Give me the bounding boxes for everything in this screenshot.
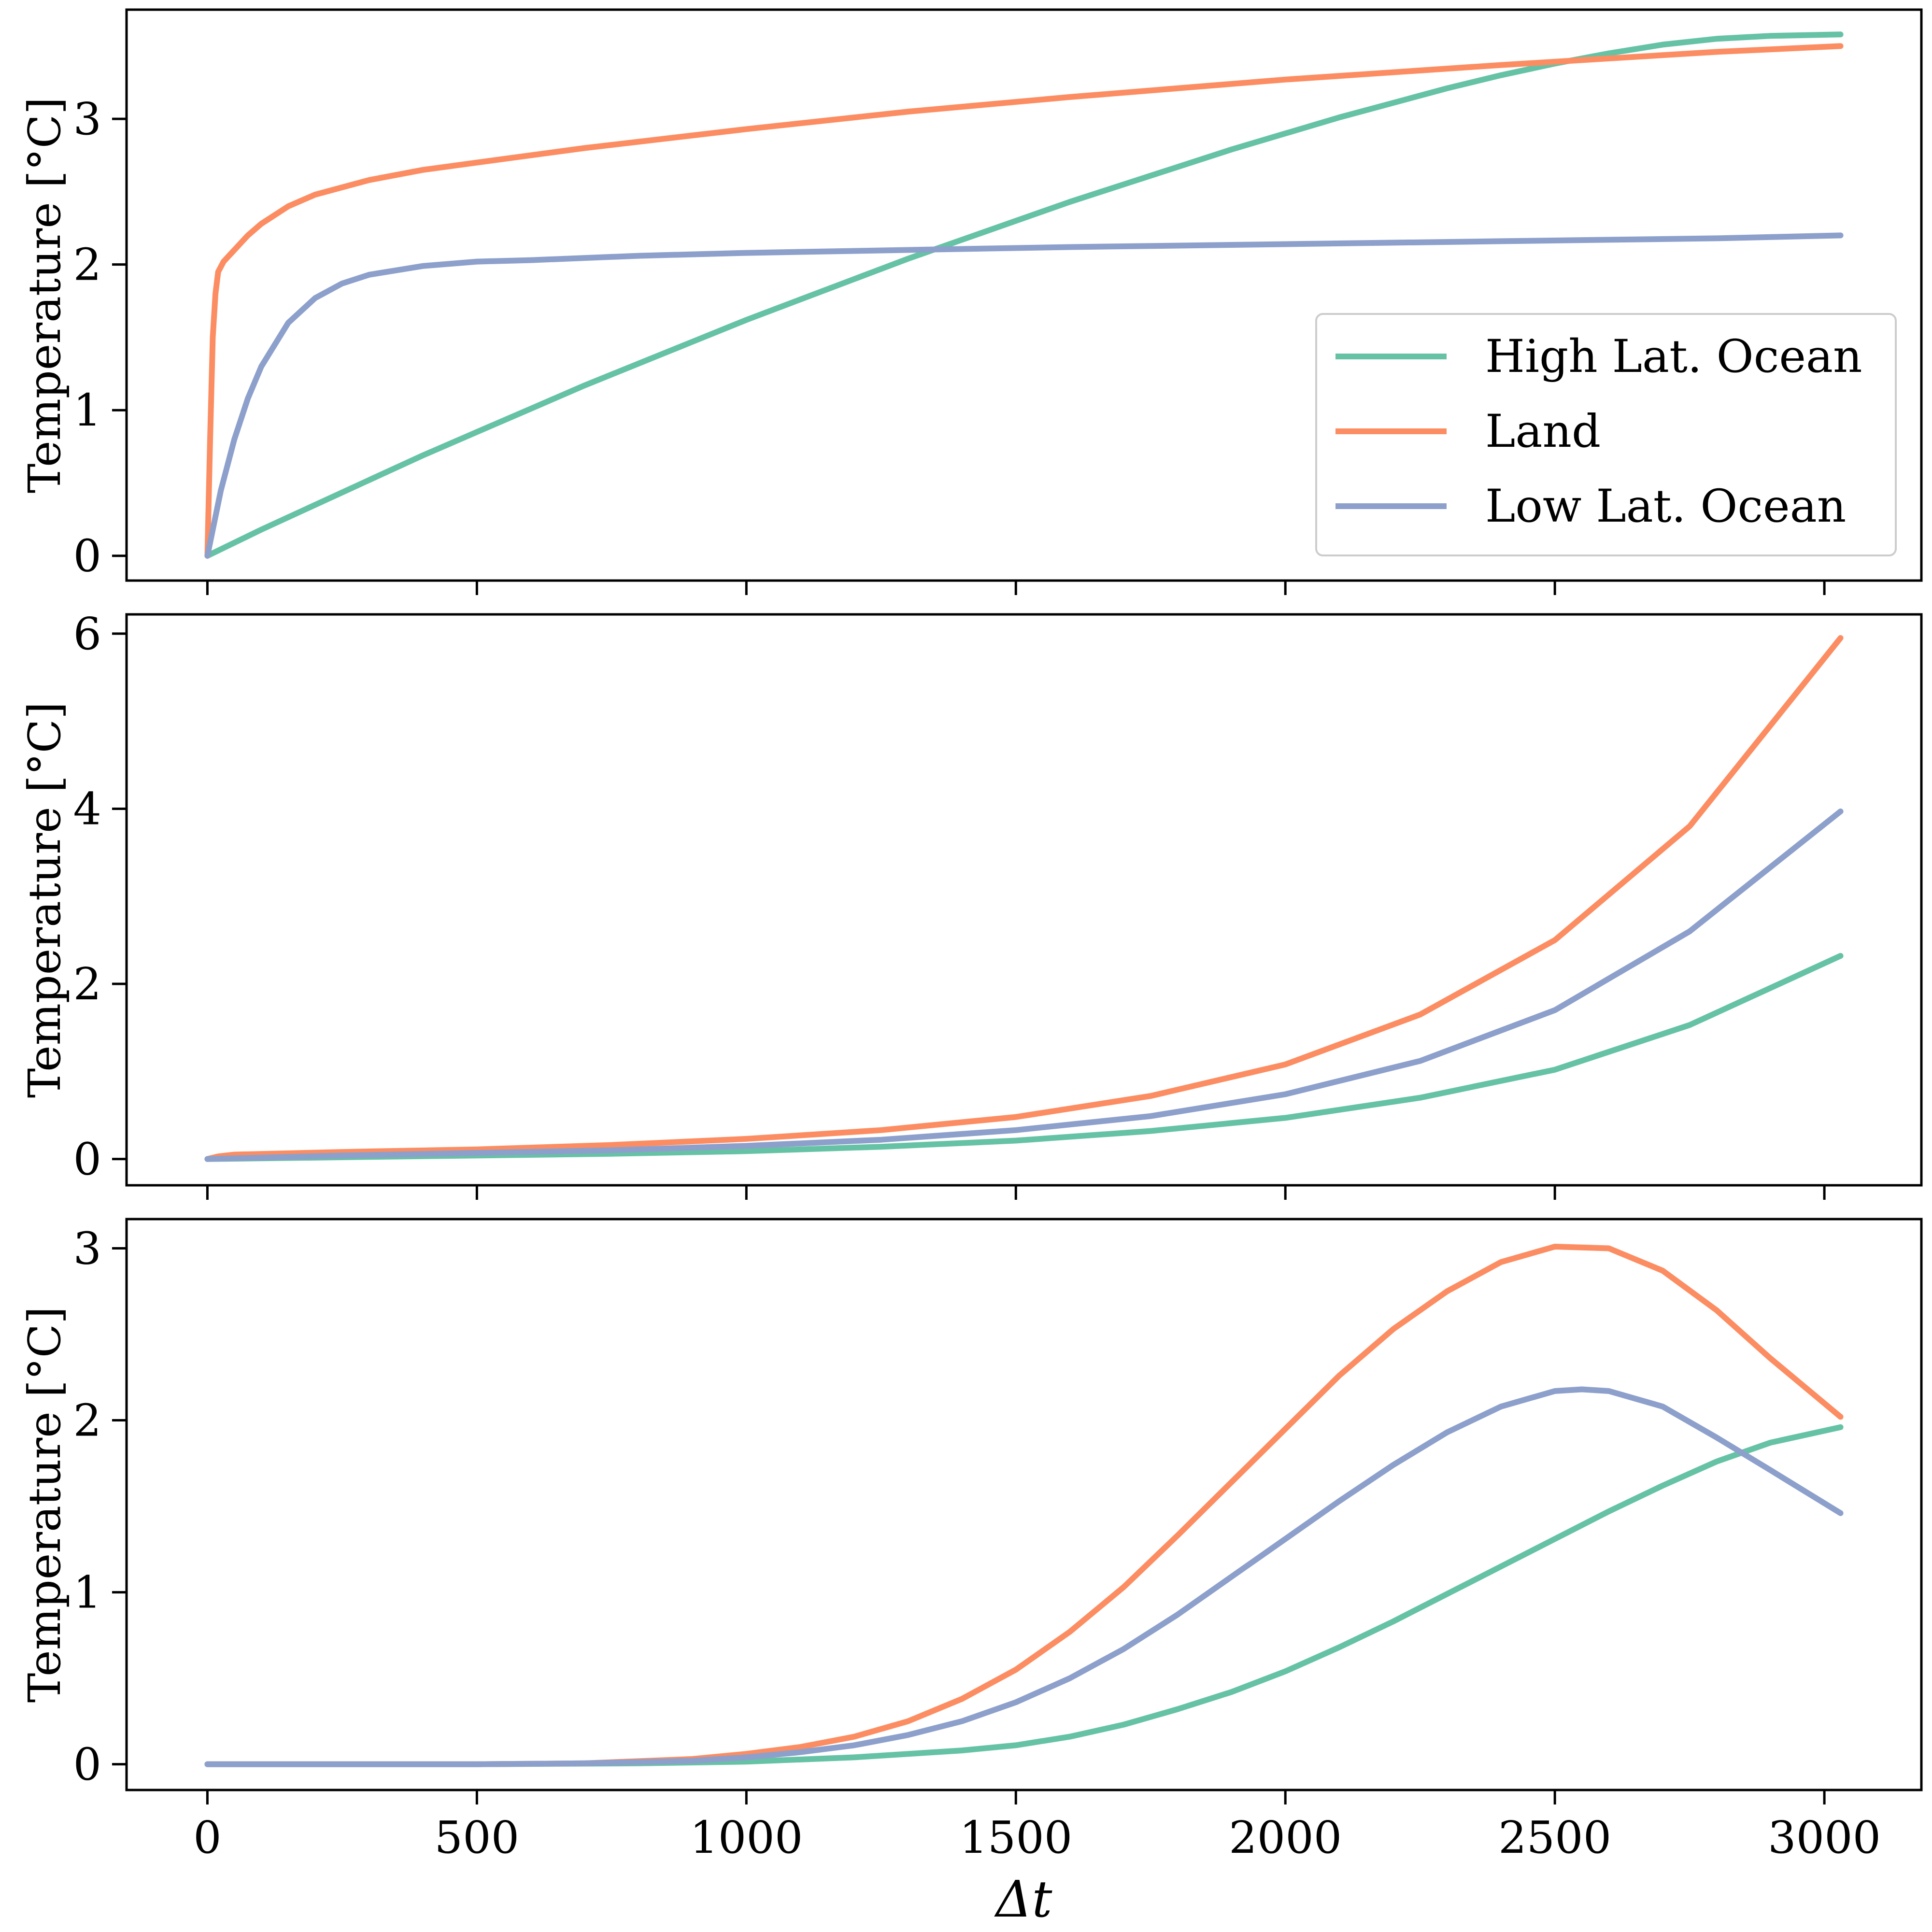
x-tick-label-500: 500 (435, 1812, 520, 1863)
series-line-low-lat-ocean-bottom (204, 1386, 1844, 1767)
y-tick-label-middle-2: 2 (73, 958, 101, 1010)
y-tick-label-middle-0: 0 (73, 1134, 101, 1185)
series-line-land-middle (204, 635, 1844, 1162)
panel-middle-lines (204, 635, 1844, 1162)
panel-bottom-xlabel: Δt (994, 1870, 1052, 1929)
panel-middle-frame (125, 613, 1923, 1187)
series-line-low-lat-ocean-middle (204, 808, 1844, 1162)
x-tick-label-1000: 1000 (690, 1812, 803, 1863)
panel-bottom-ticks: 0 500 1000 1500 2000 2500 3000 0 1 2 3 (73, 1223, 1881, 1863)
panel-bottom-ylabel: Temperature [°C] (19, 1307, 71, 1703)
y-tick-label-bottom-0: 0 (73, 1739, 101, 1790)
legend-label-land: Land (1485, 405, 1601, 458)
y-tick-label-top-0: 0 (73, 530, 101, 582)
series-line-high-lat-ocean-bottom (204, 1424, 1844, 1767)
x-tick-label-2000: 2000 (1229, 1812, 1342, 1863)
x-tick-label-0: 0 (193, 1812, 222, 1863)
panel-bottom-frame (125, 1218, 1923, 1791)
y-tick-label-middle-4: 4 (73, 783, 101, 835)
y-tick-label-top-3: 3 (73, 93, 101, 145)
panel-top-ticks: 0 1 2 3 (73, 93, 1826, 595)
series-line-low-lat-ocean-top (204, 232, 1844, 559)
panel-top-lines (204, 31, 1844, 559)
y-tick-label-bottom-2: 2 (73, 1395, 101, 1447)
legend-box (1315, 313, 1897, 556)
panel-middle: 0 2 4 6 Temperature [°C] (19, 608, 1923, 1200)
y-tick-label-bottom-3: 3 (73, 1223, 101, 1275)
x-tick-label-2500: 2500 (1498, 1812, 1611, 1863)
y-tick-label-middle-6: 6 (73, 608, 101, 660)
series-line-land-top (204, 43, 1844, 559)
panel-top: 0 1 2 3 Temperature [°C] High Lat. Ocean La… (19, 8, 1923, 595)
panel-bottom: 0 500 1000 1500 2000 2500 3000 0 1 2 3 Temperature… (19, 1218, 1923, 1929)
series-line-land-bottom (204, 1244, 1844, 1767)
panel-bottom-lines (204, 1244, 1844, 1767)
legend-label-low-lat-ocean: Low Lat. Ocean (1485, 480, 1846, 533)
panel-top-frame (125, 8, 1923, 582)
panel-middle-ylabel: Temperature [°C] (19, 702, 71, 1098)
x-tick-label-1500: 1500 (959, 1812, 1072, 1863)
y-tick-label-top-2: 2 (73, 239, 101, 291)
x-tick-label-3000: 3000 (1768, 1812, 1881, 1863)
legend: High Lat. Ocean Land Low Lat. Ocean (1315, 313, 1897, 556)
panel-middle-ticks: 0 2 4 6 (73, 608, 1826, 1200)
y-tick-label-bottom-1: 1 (73, 1567, 101, 1619)
legend-label-high-lat-ocean: High Lat. Ocean (1485, 330, 1862, 383)
y-tick-label-top-1: 1 (73, 384, 101, 436)
panel-top-ylabel: Temperature [°C] (19, 97, 71, 493)
